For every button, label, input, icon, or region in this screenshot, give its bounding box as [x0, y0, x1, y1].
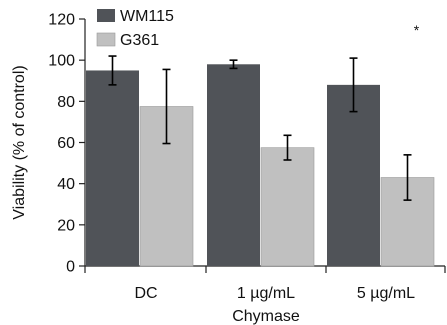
x-category-label: DC: [134, 285, 157, 302]
bar-wm115-0: [86, 70, 139, 266]
axes: 0 20 40 60 80 100 120: [48, 12, 446, 276]
y-tick-label: 60: [57, 135, 75, 152]
legend-label-g361: G361: [120, 32, 159, 49]
y-tick-label: 20: [57, 217, 75, 234]
bar-g361-1: [260, 147, 315, 267]
y-tick-label: 0: [66, 259, 75, 276]
legend-swatch-g361: [96, 32, 116, 47]
y-tick-label: 100: [48, 53, 75, 70]
bar-wm115-1: [207, 64, 260, 267]
legend-swatch-wm115: [97, 9, 115, 22]
y-axis-title: Viability (% of control): [11, 65, 28, 219]
y-tick-label: 40: [57, 176, 75, 193]
x-axis-title: Chymase: [232, 308, 300, 325]
legend: WM115 G361: [96, 8, 174, 49]
y-tick-label: 120: [48, 12, 75, 29]
x-category-label: 5 µg/mL: [357, 285, 415, 302]
bar-wm115-2: [327, 84, 380, 266]
legend-label-wm115: WM115: [120, 8, 174, 25]
error-bars: [108, 55, 412, 201]
annotations: *: [414, 22, 420, 38]
y-tick-label: 80: [57, 94, 75, 111]
significance-marker: *: [414, 22, 420, 38]
axis-labels: DC 1 µg/mL 5 µg/mL Chymase Viability (% of c…: [11, 65, 415, 325]
x-category-label: 1 µg/mL: [237, 285, 295, 302]
bars: [86, 64, 435, 267]
